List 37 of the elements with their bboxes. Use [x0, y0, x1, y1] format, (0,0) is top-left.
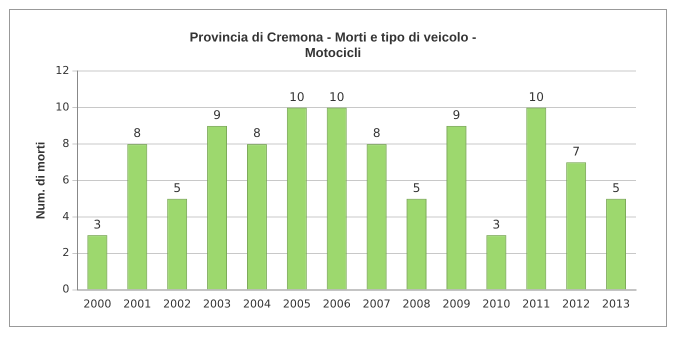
data-label: 5: [173, 180, 181, 195]
data-label: 10: [289, 90, 304, 104]
chart-title: Provincia di Cremona - Morti e tipo di veicolo - Motocicli: [190, 29, 476, 60]
data-label: 5: [612, 180, 620, 195]
x-tick-label: 2007: [362, 297, 391, 310]
data-label: 3: [94, 217, 102, 232]
data-label: 8: [133, 126, 142, 140]
data-label: 7: [572, 144, 580, 158]
data-label: 8: [372, 126, 380, 140]
data-label: 10: [329, 90, 344, 104]
x-tick-label: 2004: [242, 297, 271, 310]
y-tick-label: 0: [62, 282, 70, 296]
x-tick-label: 2010: [482, 297, 510, 310]
x-tick-label: 2008: [402, 297, 431, 310]
data-label: 5: [412, 180, 420, 195]
y-tick-label: 4: [62, 210, 70, 223]
x-tick-label: 2011: [522, 297, 550, 310]
y-tick-label: 8: [62, 136, 70, 150]
x-tick-label: 2013: [602, 297, 630, 310]
data-label: 9: [213, 108, 221, 122]
x-tick-label: 2012: [562, 297, 590, 310]
x-tick-label: 2006: [322, 297, 351, 310]
y-tick-label: 10: [55, 100, 70, 114]
y-tick-label: 2: [62, 246, 70, 260]
data-label: 9: [452, 108, 460, 122]
x-tick-label: 2005: [282, 297, 311, 310]
y-tick-label: 6: [62, 173, 70, 186]
data-label: 3: [492, 217, 500, 232]
y-axis-title: Num. di morti: [34, 142, 48, 220]
x-tick-label: 2009: [442, 297, 470, 310]
y-tick-label: 12: [55, 64, 70, 78]
x-tick-label: 2003: [203, 297, 232, 310]
x-tick-label: 2001: [123, 297, 152, 310]
data-label: 8: [253, 126, 261, 140]
x-tick-label: 2000: [83, 297, 112, 310]
x-tick-label: 2002: [163, 297, 192, 310]
data-label: 10: [528, 90, 544, 104]
